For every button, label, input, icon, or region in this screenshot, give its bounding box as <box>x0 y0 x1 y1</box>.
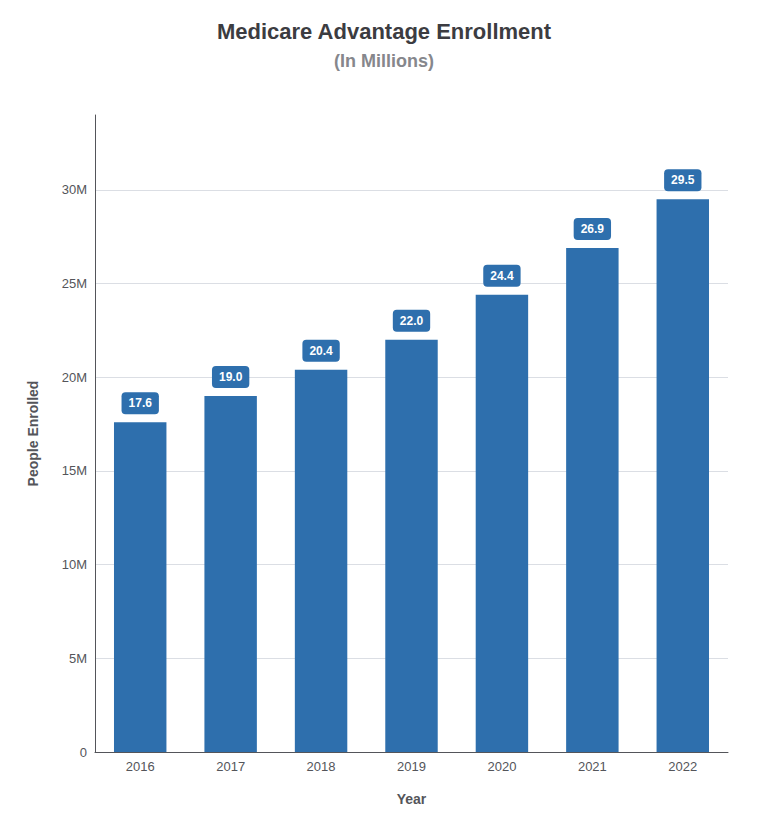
svg-text:(In Millions): (In Millions) <box>334 51 434 71</box>
svg-text:2022: 2022 <box>668 759 697 774</box>
svg-text:0: 0 <box>80 745 87 760</box>
svg-text:2019: 2019 <box>397 759 426 774</box>
svg-text:Year: Year <box>397 791 427 807</box>
svg-text:2021: 2021 <box>578 759 607 774</box>
svg-text:10M: 10M <box>62 557 87 572</box>
svg-text:2018: 2018 <box>307 759 336 774</box>
svg-text:29.5: 29.5 <box>671 173 695 187</box>
svg-text:17.6: 17.6 <box>129 396 153 410</box>
svg-text:5M: 5M <box>69 651 87 666</box>
svg-text:24.4: 24.4 <box>490 269 514 283</box>
svg-text:People Enrolled: People Enrolled <box>25 381 41 487</box>
svg-text:25M: 25M <box>62 276 87 291</box>
svg-text:15M: 15M <box>62 463 87 478</box>
svg-text:22.0: 22.0 <box>400 314 424 328</box>
svg-text:2017: 2017 <box>216 759 245 774</box>
svg-text:2016: 2016 <box>126 759 155 774</box>
svg-text:20.4: 20.4 <box>309 344 333 358</box>
svg-text:Medicare Advantage Enrollment: Medicare Advantage Enrollment <box>217 19 552 44</box>
svg-text:19.0: 19.0 <box>219 370 243 384</box>
svg-text:2020: 2020 <box>487 759 516 774</box>
svg-text:20M: 20M <box>62 370 87 385</box>
svg-text:30M: 30M <box>62 182 87 197</box>
svg-text:26.9: 26.9 <box>581 222 605 236</box>
